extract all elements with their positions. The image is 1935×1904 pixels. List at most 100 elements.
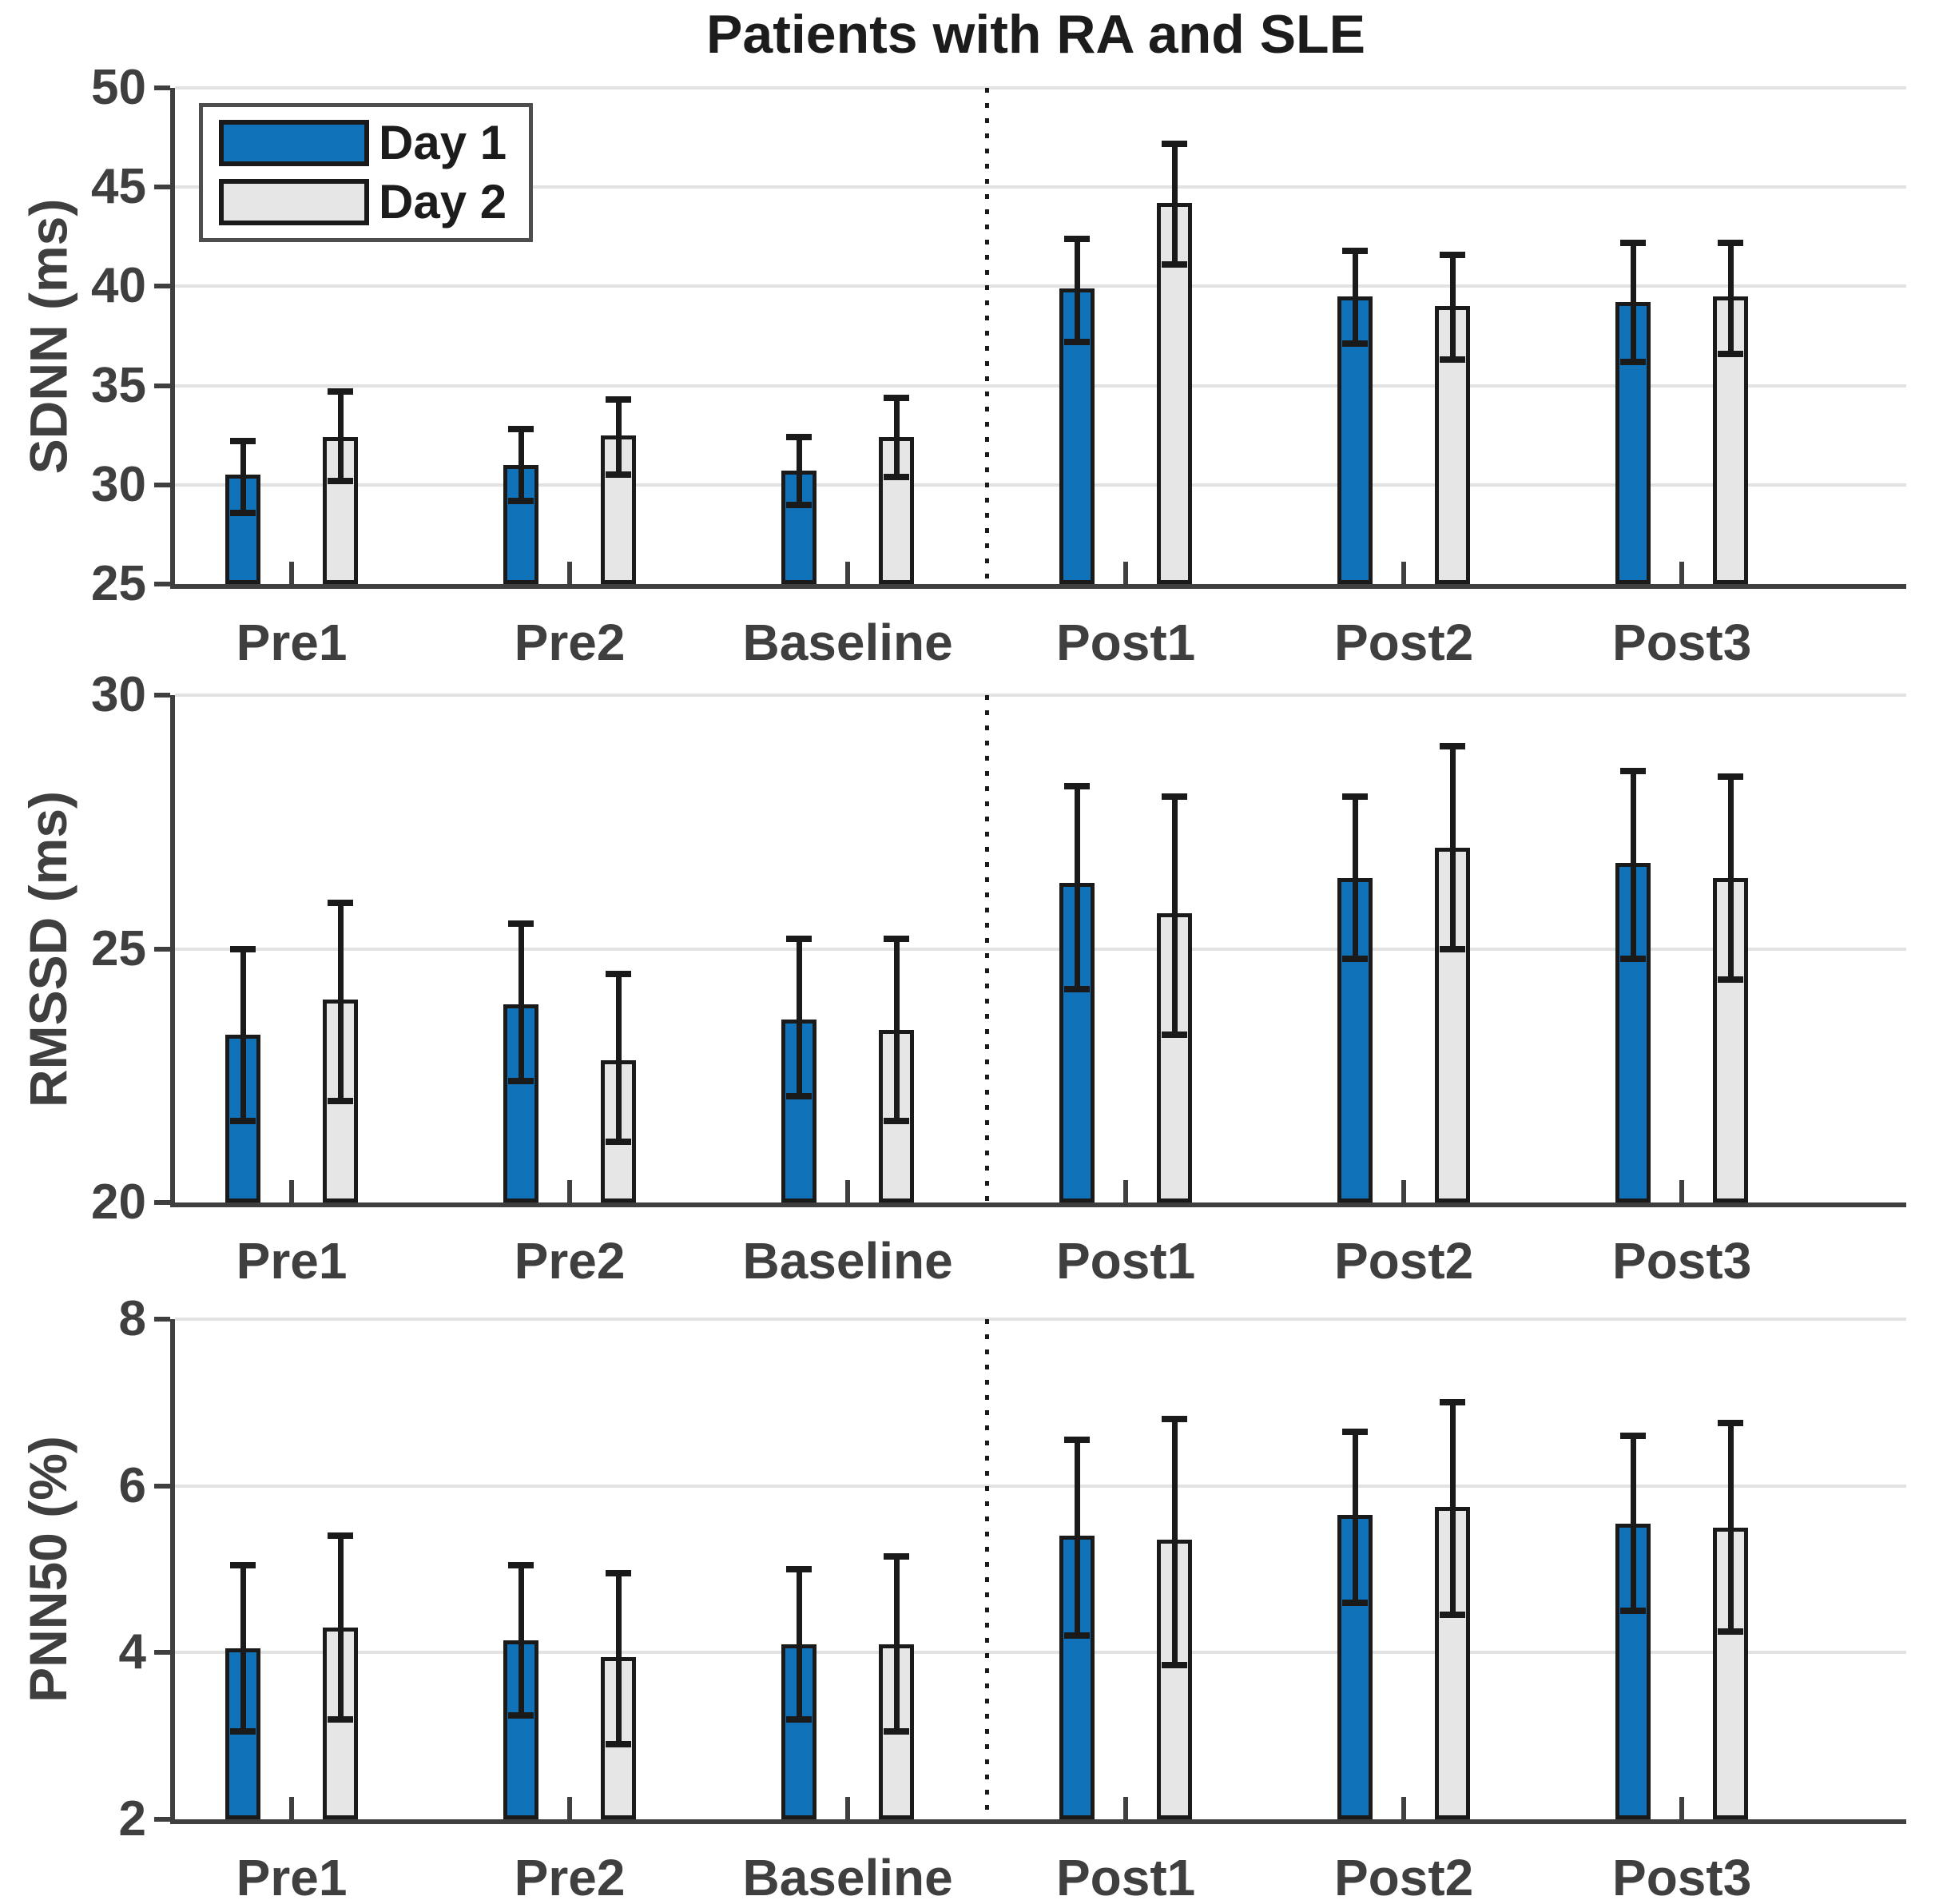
error-bar-cap-bottom [606,1741,632,1748]
legend-swatch-day2 [219,179,369,226]
y-axis-tick [154,284,170,289]
error-bar-cap-bottom [1064,986,1091,993]
error-bar-cap-bottom [328,1715,354,1723]
y-axis-tick [154,1650,170,1656]
y-axis-tick [154,693,170,698]
error-bar-cap-bottom [1162,1661,1188,1668]
category-label: Post3 [1612,1849,1752,1904]
legend: Day 1 Day 2 [199,103,533,242]
error-bar-cap-top [508,1561,534,1568]
error-bar-cap-top [606,971,632,978]
y-axis-tick [154,185,170,190]
category-label: Pre1 [236,614,348,671]
gridline [175,694,1906,697]
gridline [175,947,1906,951]
error-bar [1074,238,1080,342]
y-tick-label: 50 [91,60,146,115]
error-bar [796,938,802,1096]
y-axis-tick [154,946,170,952]
error-bar-cap-top [1440,1399,1466,1406]
error-bar-cap-bottom [1620,956,1647,963]
error-bar [337,1536,344,1719]
error-bar-cap-top [328,388,354,396]
y-tick-label: 25 [91,920,146,976]
gridline [175,1651,1906,1655]
error-bar [1171,143,1178,265]
error-bar [337,392,344,481]
error-bar-cap-bottom [230,1728,256,1735]
x-axis-tick [845,1180,851,1202]
x-axis-tick [289,1797,295,1819]
error-bar [1727,1423,1734,1632]
y-tick-label: 6 [118,1457,146,1513]
error-bar-cap-bottom [1342,956,1369,963]
error-bar-cap-bottom [328,1098,354,1104]
x-axis-tick [1123,1180,1129,1202]
phase-divider-line [984,88,989,584]
error-bar-cap-bottom [1162,261,1188,268]
y-axis-tick [154,1317,170,1322]
error-bar-cap-top [884,394,910,401]
error-bar-cap-top [1064,235,1091,242]
error-bar-cap-top [328,1532,354,1540]
error-bar-cap-bottom [508,497,534,504]
gridline [175,1318,1906,1321]
category-label: Pre1 [236,1232,348,1290]
error-bar [893,1556,900,1732]
error-bar-cap-bottom [786,1092,813,1099]
error-bar [1449,745,1456,949]
category-label: Baseline [742,614,953,671]
y-tick-label: 20 [91,1175,146,1230]
error-bar-cap-bottom [1162,1031,1188,1039]
error-bar [1171,797,1178,1035]
error-bar-cap-top [508,920,534,927]
error-bar [518,1564,524,1715]
bar-day1-pre2 [503,1640,539,1819]
gridline [175,483,1906,487]
error-bar [337,903,344,1101]
x-axis-tick [289,562,295,584]
error-bar-cap-top [230,1561,256,1568]
error-bar [1352,1431,1358,1603]
y-tick-label: 25 [91,556,146,611]
error-bar [240,948,246,1122]
error-bar-cap-bottom [1440,356,1466,364]
error-bar [615,399,622,475]
error-bar-cap-top [1162,793,1188,800]
error-bar-cap-bottom [1620,1608,1647,1615]
x-axis-tick [1679,1797,1685,1819]
error-bar [796,437,802,505]
phase-divider-line [984,695,989,1202]
error-bar-cap-bottom [230,1118,256,1125]
error-bar-cap-top [1620,1433,1647,1440]
error-bar-cap-top [786,434,813,441]
error-bar-cap-top [508,426,534,433]
gridline [175,1484,1906,1488]
y-tick-label: 2 [118,1791,146,1846]
y-axis-tick [154,1817,170,1822]
y-tick-label: 40 [91,258,146,314]
error-bar-cap-top [786,1566,813,1572]
y-axis-tick [154,582,170,586]
error-bar-cap-top [1162,1416,1188,1423]
error-bar-cap-top [884,1553,910,1560]
y-tick-label: 35 [91,357,146,413]
legend-row-day1: Day 1 [219,118,529,167]
error-bar-cap-top [230,438,256,445]
error-bar-cap-bottom [328,477,354,484]
x-axis-tick [567,562,573,584]
error-bar [1171,1419,1178,1665]
error-bar [240,1564,246,1732]
error-bar-cap-top [1162,140,1188,147]
error-bar-cap-bottom [1064,338,1091,345]
x-axis-tick [1401,562,1407,584]
error-bar [1352,797,1358,960]
error-bar [1630,771,1636,960]
error-bar-cap-bottom [1718,976,1744,983]
error-bar-cap-bottom [884,473,910,480]
gridline [175,384,1906,388]
error-bar-cap-bottom [884,1728,910,1735]
error-bar [1074,1440,1080,1636]
error-bar-cap-bottom [1440,1612,1466,1619]
error-bar [1449,254,1456,360]
